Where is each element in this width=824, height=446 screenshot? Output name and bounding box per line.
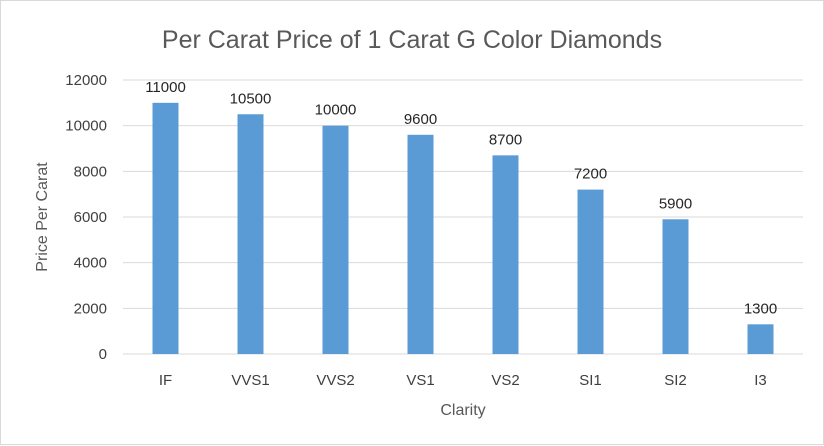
- bar-si2: [662, 219, 689, 354]
- data-label: 9600: [404, 111, 437, 128]
- bar-vvs1: [237, 114, 264, 354]
- x-axis-title: Clarity: [440, 402, 485, 419]
- y-tick-label: 4000: [74, 255, 107, 272]
- y-axis-ticks: 0 2000 4000 6000 8000 10000 12000: [65, 72, 107, 363]
- x-tick-label: SI1: [579, 372, 602, 389]
- bar-vs2: [492, 155, 519, 354]
- y-tick-label: 12000: [65, 72, 107, 89]
- data-label: 10500: [230, 90, 272, 107]
- bar-if: [152, 102, 179, 354]
- data-label: 10000: [315, 102, 357, 119]
- data-label: 1300: [744, 300, 777, 317]
- x-axis-ticks: IF VVS1 VVS2 VS1 VS2 SI1 SI2 I3: [159, 372, 767, 389]
- data-label: 8700: [489, 131, 522, 148]
- data-label: 11000: [145, 79, 186, 96]
- y-axis-title: Price Per Carat: [34, 162, 51, 272]
- x-tick-label: IF: [159, 372, 172, 389]
- chart-title: Per Carat Price of 1 Carat G Color Diamo…: [162, 26, 662, 54]
- x-tick-label: VVS2: [316, 372, 354, 389]
- data-labels: 11000 10500 10000 9600 8700 7200 5900 1300: [145, 79, 777, 317]
- y-tick-label: 0: [99, 346, 107, 363]
- x-tick-label: VS1: [406, 372, 434, 389]
- y-tick-label: 2000: [74, 300, 107, 317]
- bar-si1: [577, 189, 604, 354]
- y-tick-label: 10000: [65, 118, 107, 135]
- bar-vs1: [407, 134, 434, 354]
- x-tick-label: I3: [754, 372, 767, 389]
- x-tick-label: VS2: [491, 372, 519, 389]
- bar-i3: [747, 324, 774, 354]
- bar-vvs2: [322, 125, 349, 355]
- y-tick-label: 8000: [74, 163, 107, 180]
- data-label: 5900: [659, 195, 692, 212]
- x-tick-label: SI2: [664, 372, 687, 389]
- gridlines: [123, 79, 803, 355]
- data-label: 7200: [574, 166, 607, 183]
- y-tick-label: 6000: [74, 209, 107, 226]
- bars: [152, 102, 774, 355]
- x-tick-label: VVS1: [231, 372, 269, 389]
